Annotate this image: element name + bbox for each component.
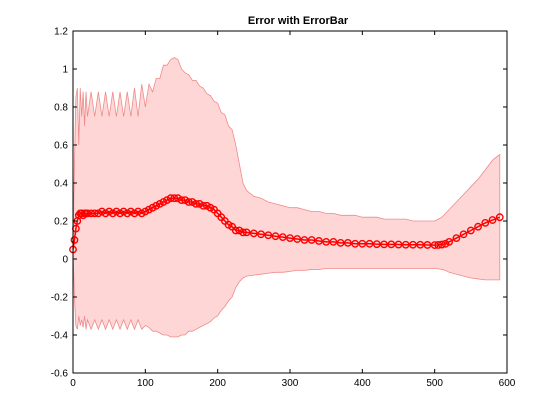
series-point bbox=[249, 229, 258, 238]
series-point bbox=[387, 240, 396, 249]
series-point bbox=[437, 240, 446, 249]
series-point bbox=[459, 230, 468, 239]
x-tick-label: 200 bbox=[209, 378, 226, 389]
series-point bbox=[166, 194, 175, 203]
x-tick-label: 600 bbox=[499, 378, 516, 389]
series-point bbox=[199, 201, 208, 210]
series-point bbox=[293, 235, 302, 243]
series-point bbox=[315, 237, 323, 245]
y-tick-label: 0.4 bbox=[54, 179, 68, 190]
series-point bbox=[474, 222, 482, 231]
series-point bbox=[83, 209, 92, 218]
series-point bbox=[351, 239, 359, 248]
series-point bbox=[358, 239, 367, 248]
y-tick-label: 1.2 bbox=[54, 27, 68, 38]
y-tick-label: -0.4 bbox=[51, 331, 69, 342]
series-point bbox=[380, 240, 388, 249]
series-point bbox=[336, 238, 345, 247]
series-point bbox=[87, 209, 95, 218]
series-point bbox=[423, 241, 432, 249]
axes: 0 100 200 300 400 500 600 -0.6 -0.4 -0.2 0 0.2 0.4 0.… bbox=[51, 27, 516, 390]
series-point bbox=[278, 233, 287, 242]
y-tick-label: 0.2 bbox=[54, 217, 68, 228]
series-point bbox=[242, 228, 251, 237]
series-point bbox=[231, 226, 240, 235]
y-tick-label: 0 bbox=[62, 255, 68, 266]
series-point bbox=[466, 226, 475, 235]
plot-area bbox=[69, 57, 504, 338]
series-point bbox=[170, 194, 179, 203]
x-tick-label: 100 bbox=[137, 378, 154, 389]
series-point bbox=[177, 196, 186, 205]
series-point bbox=[452, 234, 461, 243]
series-point bbox=[257, 230, 265, 239]
series-point bbox=[307, 236, 316, 244]
series-point bbox=[416, 240, 425, 249]
chart-title: Error with ErrorBar bbox=[248, 15, 349, 27]
series-point bbox=[184, 198, 193, 206]
series-point bbox=[70, 236, 79, 244]
x-tick-label: 300 bbox=[282, 378, 299, 389]
series-point bbox=[286, 234, 294, 243]
series-point bbox=[192, 199, 200, 208]
series-point bbox=[322, 237, 331, 246]
x-tick-label: 500 bbox=[426, 378, 443, 389]
series-point bbox=[430, 241, 439, 250]
series-point bbox=[488, 216, 497, 224]
series-point bbox=[365, 239, 374, 248]
series-point bbox=[394, 240, 403, 249]
y-tick-label: 1 bbox=[62, 65, 68, 76]
series-point bbox=[90, 209, 99, 218]
series-point bbox=[401, 240, 410, 249]
y-tick-label: 0.6 bbox=[54, 141, 68, 152]
series-point bbox=[445, 237, 454, 246]
y-tick-label: -0.2 bbox=[51, 293, 69, 304]
series-point bbox=[372, 240, 381, 249]
x-tick-label: 400 bbox=[354, 378, 371, 389]
x-tick-label: 0 bbox=[70, 378, 76, 389]
series-point bbox=[434, 241, 443, 249]
y-tick-label: 0.8 bbox=[54, 103, 68, 114]
y-tick-label: -0.6 bbox=[51, 369, 69, 380]
series-point bbox=[239, 228, 247, 237]
series-point bbox=[264, 231, 273, 240]
error-band bbox=[72, 57, 501, 338]
series-point bbox=[495, 213, 504, 222]
series-point bbox=[343, 238, 352, 247]
series-point bbox=[481, 218, 490, 227]
series-point bbox=[300, 236, 309, 244]
series-point bbox=[409, 240, 417, 249]
series-point bbox=[329, 237, 338, 246]
series-point bbox=[271, 232, 280, 241]
